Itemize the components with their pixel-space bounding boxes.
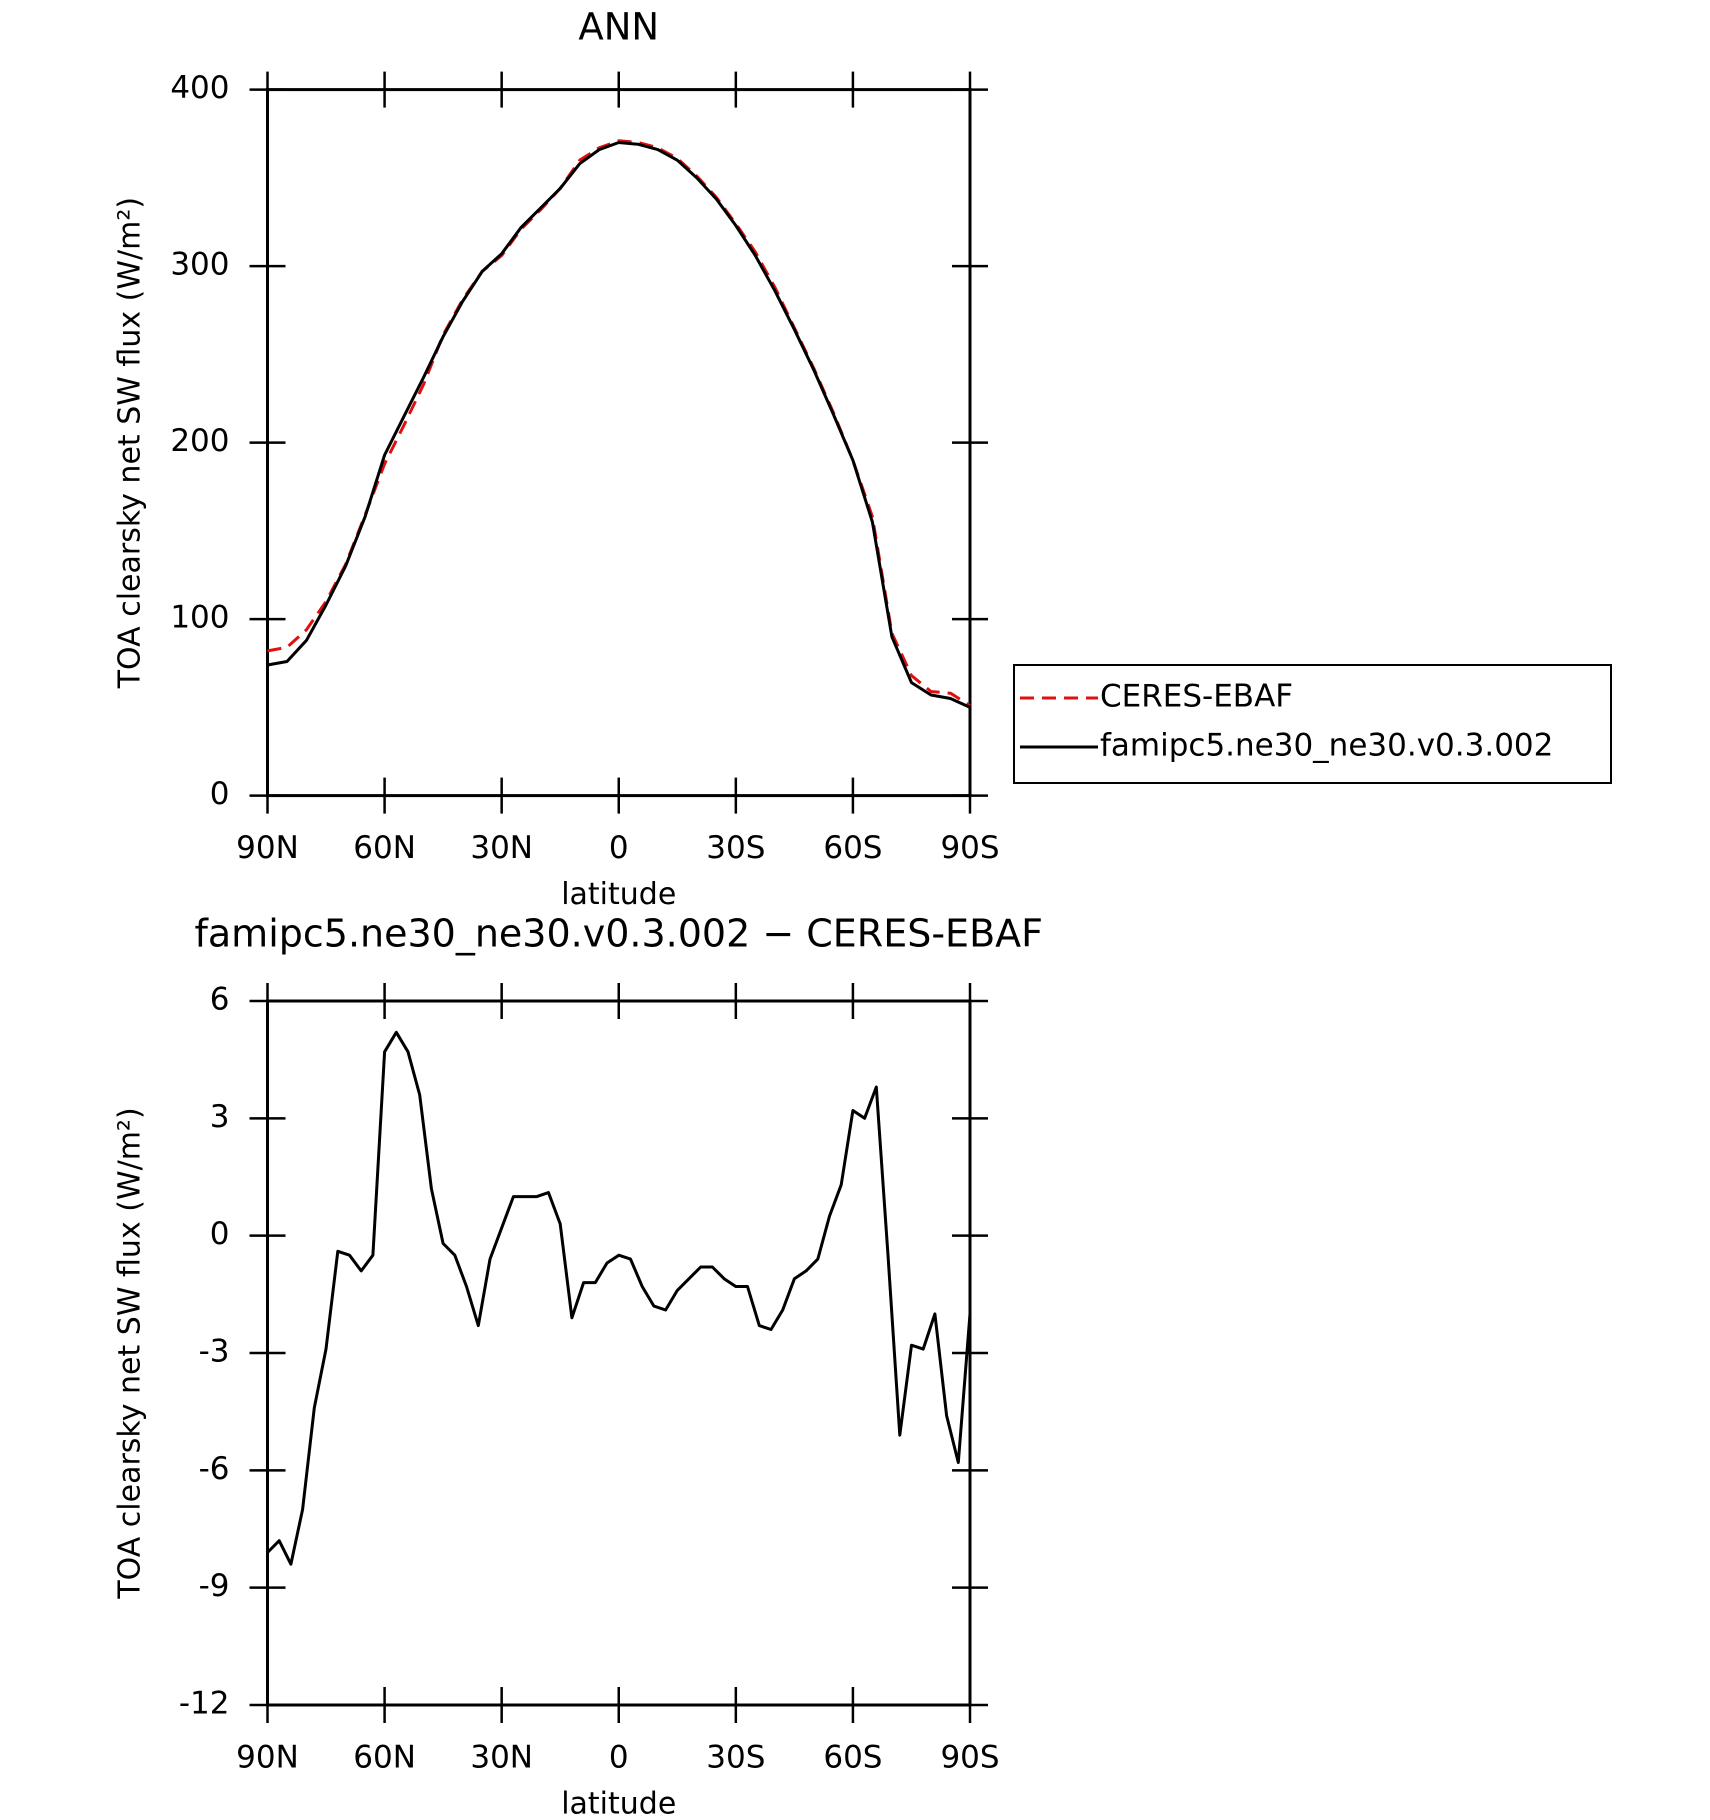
y-tick-label: -12 (179, 1686, 230, 1722)
x-tick-label: 30S (706, 830, 765, 866)
y-tick-label: 200 (170, 423, 229, 459)
data-line (267, 139, 971, 707)
x-tick-label: 0 (609, 830, 629, 866)
y-tick-label: 0 (210, 1216, 230, 1252)
plot-frame (266, 88, 972, 798)
x-tick-label: 60N (353, 1740, 416, 1776)
x-axis-label: latitude (561, 1787, 676, 1817)
legend-label: CERES-EBAF (1100, 679, 1293, 715)
y-tick-label: 0 (210, 776, 230, 812)
x-tick-label: 30N (470, 1740, 533, 1776)
y-tick-label: 100 (170, 600, 229, 636)
y-tick-label: 6 (210, 982, 230, 1018)
x-tick-label: 90S (940, 1740, 999, 1776)
x-tick-label: 30N (470, 830, 533, 866)
x-tick-label: 60N (353, 830, 416, 866)
legend-label: famipc5.ne30_ne30.v0.3.002 (1100, 728, 1553, 764)
y-tick-label: -9 (199, 1568, 230, 1604)
x-tick-label: 60S (823, 1740, 882, 1776)
y-tick-label: 300 (170, 247, 229, 283)
x-tick-label: 90N (236, 830, 299, 866)
data-line (267, 141, 971, 709)
x-tick-label: 30S (706, 1740, 765, 1776)
plot-frame (266, 999, 972, 1707)
x-tick-label: 0 (609, 1740, 629, 1776)
legend-box (1013, 664, 1612, 784)
y-tick-label: 400 (170, 70, 229, 106)
x-tick-label: 60S (823, 830, 882, 866)
y-tick-label: 3 (210, 1099, 230, 1135)
data-line (266, 1030, 972, 1566)
y-tick-label: -3 (199, 1334, 230, 1370)
x-tick-label: 90N (236, 1740, 299, 1776)
y-tick-label: -6 (199, 1451, 230, 1487)
x-tick-label: 90S (940, 830, 999, 866)
x-axis-label: latitude (561, 877, 676, 912)
y-axis-label: TOA clearsky net SW flux (W/m²) (113, 197, 148, 689)
chart-title: famipc5.ne30_ne30.v0.3.002 − CERES-EBAF (195, 912, 1043, 956)
y-axis-label: TOA clearsky net SW flux (W/m²) (113, 1107, 148, 1599)
chart-title: ANN (578, 6, 659, 49)
